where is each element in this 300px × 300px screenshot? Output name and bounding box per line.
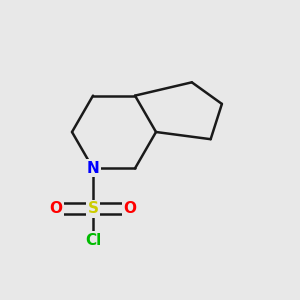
Text: S: S [88,201,98,216]
Text: Cl: Cl [85,233,101,248]
Text: O: O [50,201,63,216]
Text: N: N [87,161,99,176]
Text: O: O [123,201,136,216]
